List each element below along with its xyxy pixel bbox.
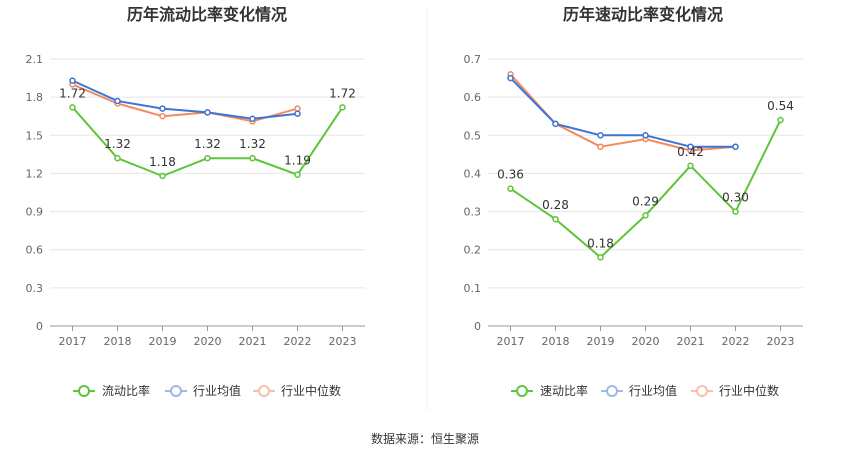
legend-item-industry-median[interactable]: 行业中位数 [253, 383, 341, 398]
data-label: 0.18 [587, 236, 614, 250]
y-tick-label: 0.4 [464, 167, 482, 180]
data-label: 1.32 [194, 137, 221, 151]
data-point-company[interactable] [642, 212, 649, 219]
data-label: 0.29 [632, 194, 659, 208]
svg-text:流动比率: 流动比率 [102, 383, 150, 398]
data-point-industry-avg[interactable] [69, 77, 76, 84]
data-point-industry-avg[interactable] [597, 132, 604, 139]
data-point-company[interactable] [204, 154, 211, 162]
data-point-industry-avg[interactable] [687, 143, 694, 150]
x-tick-label: 2021 [677, 335, 705, 348]
data-label: 1.32 [104, 137, 131, 151]
data-point-company[interactable] [597, 254, 604, 261]
x-tick-label: 2022 [284, 335, 312, 348]
y-tick-label: 0 [474, 320, 481, 333]
series-line-industry-avg [72, 79, 298, 120]
data-point-industry-avg[interactable] [552, 120, 559, 128]
y-tick-label: 0 [36, 320, 43, 333]
x-tick-label: 2021 [239, 335, 267, 348]
legend: 流动比率 行业均值 行业中位数 [73, 383, 341, 398]
data-label: 0.54 [767, 99, 794, 113]
x-tick-label: 2023 [329, 335, 357, 348]
data-point-company[interactable] [777, 116, 784, 124]
data-label: 1.32 [239, 137, 266, 151]
series-line-industry-avg [509, 77, 736, 148]
data-label: 0.28 [542, 198, 569, 212]
data-point-company[interactable] [732, 208, 739, 215]
data-label: 0.42 [677, 145, 704, 159]
svg-text:行业中位数: 行业中位数 [719, 383, 779, 398]
y-tick-label: 0.6 [26, 244, 44, 257]
data-point-industry-avg[interactable] [204, 109, 211, 116]
data-point-company[interactable] [507, 185, 514, 192]
data-point-industry-avg[interactable] [249, 115, 256, 123]
x-tick-label: 2020 [194, 335, 222, 348]
svg-text:速动比率: 速动比率 [540, 383, 588, 398]
data-point-industry-avg[interactable] [642, 132, 649, 139]
x-tick-label: 2023 [767, 335, 795, 348]
y-tick-label: 0.3 [26, 282, 44, 295]
series-line-industry-median [72, 83, 298, 123]
y-tick-label: 0.6 [464, 91, 482, 104]
x-tick-label: 2018 [542, 335, 570, 348]
data-point-company[interactable] [249, 154, 256, 162]
x-tick-label: 2022 [722, 335, 750, 348]
x-tick-label: 2019 [149, 335, 177, 348]
x-tick-label: 2020 [632, 335, 660, 348]
data-point-industry-avg[interactable] [114, 97, 121, 105]
data-label: 0.30 [722, 191, 749, 205]
chart-current-ratio: 历年流动比率变化情况 0 0.3 0.6 0.9 1.2 1.5 1.8 2.1 2017 201… [26, 5, 365, 398]
data-label: 1.72 [59, 86, 86, 100]
y-tick-label: 0.7 [464, 53, 482, 66]
legend-item-industry-median[interactable]: 行业中位数 [691, 383, 779, 398]
x-tick-label: 2017 [59, 335, 87, 348]
data-label: 1.18 [149, 155, 176, 169]
svg-text:行业中位数: 行业中位数 [281, 383, 341, 398]
data-label: 0.36 [497, 168, 524, 182]
y-tick-label: 1.8 [26, 91, 44, 104]
data-point-industry-median[interactable] [597, 143, 604, 150]
x-tick-label: 2017 [497, 335, 525, 348]
chart-title: 历年流动比率变化情况 [127, 5, 287, 24]
legend-item-company[interactable]: 流动比率 [73, 383, 150, 398]
y-tick-label: 2.1 [26, 53, 44, 66]
data-point-industry-avg[interactable] [507, 74, 514, 82]
legend: 速动比率 行业均值 行业中位数 [511, 383, 779, 398]
data-point-company[interactable] [114, 154, 121, 162]
svg-text:行业均值: 行业均值 [193, 383, 241, 398]
chart-quick-ratio: 历年速动比率变化情况 0 0.1 0.2 0.3 0.4 0.5 0.6 0.7 2017 201… [464, 5, 803, 398]
data-point-industry-avg[interactable] [294, 110, 301, 117]
data-label: 1.72 [329, 86, 356, 100]
legend-item-industry-avg[interactable]: 行业均值 [165, 383, 241, 398]
y-tick-label: 0.9 [26, 206, 44, 219]
legend-item-company[interactable]: 速动比率 [511, 383, 588, 398]
y-tick-label: 0.3 [464, 206, 482, 219]
y-tick-label: 0.5 [464, 129, 482, 142]
svg-text:行业均值: 行业均值 [629, 383, 677, 398]
data-label: 1.19 [284, 154, 311, 168]
data-point-company[interactable] [294, 171, 301, 178]
chart-title: 历年速动比率变化情况 [563, 5, 723, 24]
data-point-industry-avg[interactable] [159, 105, 166, 112]
x-tick-label: 2019 [587, 335, 615, 348]
y-tick-label: 0.1 [464, 282, 482, 295]
x-tick-label: 2018 [104, 335, 132, 348]
y-tick-label: 1.2 [26, 167, 44, 180]
data-point-industry-median[interactable] [159, 112, 166, 120]
data-source-note: 数据来源：恒生聚源 [371, 431, 479, 446]
data-point-industry-avg[interactable] [732, 143, 739, 150]
data-point-company[interactable] [159, 172, 166, 180]
data-point-company[interactable] [339, 104, 346, 111]
y-tick-label: 1.5 [26, 129, 44, 142]
data-point-company[interactable] [69, 104, 76, 111]
legend-item-industry-avg[interactable]: 行业均值 [601, 383, 677, 398]
data-point-company[interactable] [552, 215, 559, 223]
y-tick-label: 0.2 [464, 244, 482, 257]
data-point-industry-median[interactable] [294, 105, 301, 112]
data-point-company[interactable] [687, 162, 694, 170]
